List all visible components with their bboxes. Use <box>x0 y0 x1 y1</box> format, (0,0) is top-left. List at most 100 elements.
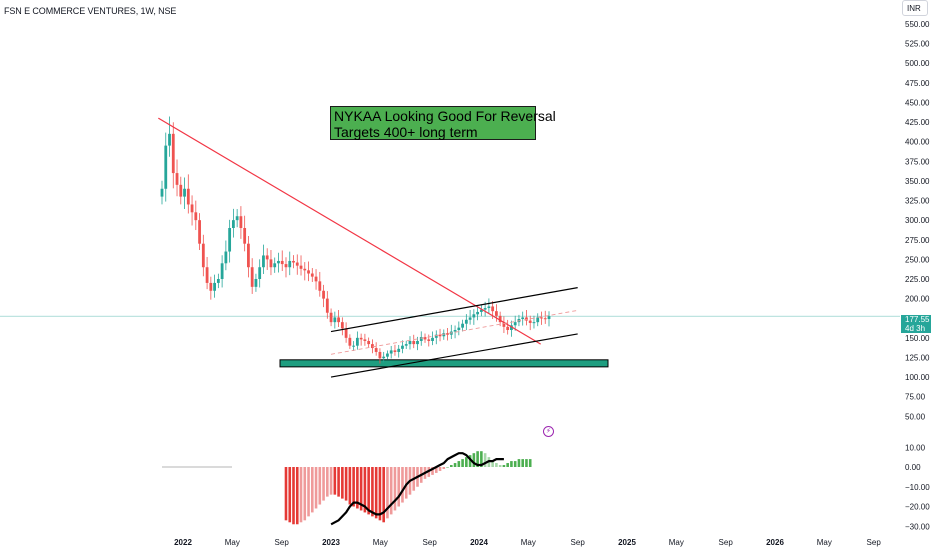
candle-body <box>521 317 525 320</box>
oscillator-bar <box>393 467 397 511</box>
oscillator-bar <box>292 467 295 525</box>
price-axis-tick: 375.00 <box>905 157 930 166</box>
candle-body <box>231 220 235 228</box>
oscillator-bar <box>314 467 318 509</box>
symbol-title: FSN E COMMERCE VENTURES, 1W, NSE <box>4 6 177 16</box>
oscillator-bar <box>303 467 307 521</box>
candle-body <box>491 306 495 312</box>
candle-body <box>363 339 367 341</box>
candle-body <box>209 282 213 291</box>
time-axis-tick: May <box>521 538 536 547</box>
candle-body <box>168 133 171 146</box>
candle-body <box>423 337 427 340</box>
price-axis-tick: 150.00 <box>905 334 930 343</box>
candle-body <box>374 348 378 352</box>
candle-body <box>397 348 401 352</box>
candle-body <box>269 259 273 268</box>
time-axis-tick: 2026 <box>766 538 784 547</box>
candle-body <box>288 260 292 268</box>
price-axis-tick: 50.00 <box>905 412 926 421</box>
last-price: 177.55 <box>905 315 930 324</box>
candle-body <box>250 267 254 287</box>
candle-body <box>280 260 284 265</box>
lightning-icon[interactable]: ⚡ <box>543 426 554 437</box>
price-axis-tick: 275.00 <box>905 236 930 245</box>
oscillator-bar <box>446 467 449 468</box>
candle-body <box>247 243 250 268</box>
bar-countdown: 4d 3h <box>905 324 926 333</box>
oscillator-bar <box>513 461 517 467</box>
oscillator-bar <box>472 453 476 467</box>
candle-body <box>446 333 449 335</box>
candle-body <box>292 260 295 263</box>
oscillator-bar <box>521 459 524 467</box>
candle-body <box>322 290 325 299</box>
candle-body <box>389 350 393 354</box>
candle-body <box>393 350 397 352</box>
oscillator-bar <box>386 467 389 519</box>
candle-body <box>318 281 322 291</box>
price-axis-tick: 400.00 <box>905 138 930 147</box>
candle-body <box>160 188 164 197</box>
oscillator-bar <box>318 467 322 505</box>
oscillator-bar <box>322 467 325 501</box>
candle-body <box>213 282 217 291</box>
oscillator-bar <box>326 467 329 497</box>
osc-axis-tick: −30.00 <box>905 522 930 531</box>
last-price-tag: 177.55 4d 3h <box>901 315 931 333</box>
oscillator-bar <box>468 455 472 467</box>
candle-body <box>525 317 528 321</box>
signal-line <box>330 452 504 526</box>
time-axis-tick: Sep <box>423 538 438 547</box>
candle-body <box>540 317 543 319</box>
candle-body <box>273 263 277 268</box>
oscillator-bar <box>442 467 446 469</box>
annotation-line2: Targets 400+ long term <box>334 124 478 140</box>
candle-body <box>483 308 487 310</box>
oscillator-bar <box>510 461 513 467</box>
price-axis-tick: 225.00 <box>905 275 930 284</box>
oscillator-bar <box>397 467 401 507</box>
oscillator-bar <box>307 467 310 517</box>
candle-body <box>453 329 457 332</box>
candle-body <box>427 339 431 341</box>
oscillator-bar <box>382 467 385 523</box>
candle-body <box>175 173 179 185</box>
oscillator-bar <box>401 467 404 503</box>
time-axis-tick: 2024 <box>470 538 488 547</box>
price-axis-tick: 425.00 <box>905 118 930 127</box>
price-axis-tick: 525.00 <box>905 40 930 49</box>
price-axis-tick: 300.00 <box>905 216 930 225</box>
oscillator-bar <box>389 467 393 515</box>
channel-mid-dashed <box>330 309 578 355</box>
oscillator-bar <box>495 463 498 467</box>
candle-body <box>468 317 472 320</box>
candle-body <box>408 340 412 345</box>
oscillator-bars <box>284 451 532 525</box>
candle-body <box>228 227 232 252</box>
candle-body <box>344 328 348 338</box>
time-axis-tick: Sep <box>867 538 882 547</box>
candle-body <box>536 317 540 323</box>
candle-body <box>378 351 382 359</box>
price-axis-tick: 75.00 <box>905 393 926 402</box>
oscillator-bar <box>480 451 483 467</box>
downtrend-line <box>158 117 541 345</box>
candle-body <box>243 227 247 244</box>
candle-body <box>171 133 175 174</box>
candle-body <box>382 356 386 359</box>
candle-body <box>220 263 224 279</box>
price-axis-tick: 500.00 <box>905 59 930 68</box>
oscillator-bar <box>352 467 355 507</box>
candles <box>160 116 551 364</box>
oscillator-bar <box>295 467 299 525</box>
candle-body <box>333 317 337 323</box>
candle-body <box>371 344 374 349</box>
oscillator-bar <box>498 465 502 467</box>
candle-body <box>183 188 186 197</box>
candle-body <box>216 278 220 283</box>
candle-body <box>355 337 359 346</box>
currency-box[interactable] <box>902 0 928 16</box>
oscillator-bar <box>356 467 359 509</box>
